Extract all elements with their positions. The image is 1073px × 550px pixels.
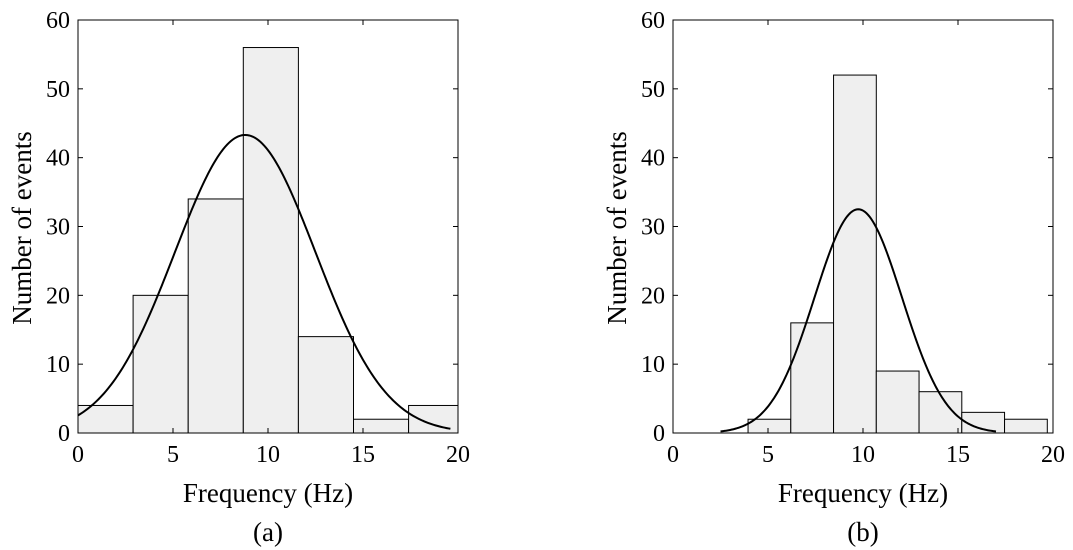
histogram-a-plot: 0 5 10 15 20 0 10 20 30 40 50 60 (46, 8, 470, 468)
y-tick-label: 50 (46, 77, 70, 103)
panel-caption: (b) (847, 517, 878, 547)
x-tick-label: 5 (762, 442, 774, 468)
x-axis-label: Frequency (Hz) (778, 478, 948, 508)
histogram-bar (297, 336, 354, 434)
fit-curve (720, 208, 997, 433)
histogram-bar (790, 322, 835, 434)
histogram-bar (833, 74, 877, 434)
histogram-b-svg: 0 5 10 15 20 0 10 20 30 40 50 60 Frequency (Hz) Num… (602, 8, 1065, 547)
histogram-b-plot: 0 5 10 15 20 0 10 20 30 40 50 60 (641, 8, 1065, 468)
x-tick-label: 20 (1041, 442, 1065, 468)
y-tick-label: 40 (46, 146, 70, 172)
y-tick-label: 30 (46, 215, 70, 241)
y-tick-label: 10 (641, 352, 665, 378)
histogram-bar (187, 198, 244, 434)
histogram-a-svg: 0 5 10 15 20 0 10 20 30 40 50 60 Frequency (Hz) Num… (7, 8, 470, 547)
y-tick-label: 40 (641, 146, 665, 172)
x-tick-label: 10 (256, 442, 280, 468)
histogram-bar (875, 370, 920, 434)
y-tick-label: 50 (641, 77, 665, 103)
histogram-bar (918, 391, 963, 434)
y-tick-label: 30 (641, 215, 665, 241)
x-tick-label: 5 (167, 442, 179, 468)
y-axis-label: Number of events (602, 131, 632, 324)
histogram-bar (242, 47, 299, 434)
fit-curve (77, 133, 451, 430)
y-axis-label: Number of events (7, 131, 37, 324)
y-tick-label: 20 (641, 283, 665, 309)
x-tick-label: 15 (351, 442, 375, 468)
histogram-bar (353, 418, 410, 434)
y-tick-label: 20 (46, 283, 70, 309)
x-tick-label: 10 (851, 442, 875, 468)
histogram-bar (1004, 418, 1048, 434)
panel-caption: (a) (253, 517, 283, 547)
y-tick-label: 60 (641, 8, 665, 34)
x-tick-label: 15 (946, 442, 970, 468)
histogram-bar (408, 404, 459, 434)
histogram-panel-b: 0 5 10 15 20 0 10 20 30 40 50 60 Frequency (Hz) Num… (595, 0, 1073, 550)
y-tick-label: 10 (46, 352, 70, 378)
y-tick-label: 60 (46, 8, 70, 34)
y-tick-label: 0 (653, 421, 665, 447)
x-axis-label: Frequency (Hz) (183, 478, 353, 508)
x-tick-label: 0 (72, 442, 84, 468)
histogram-bar (132, 294, 189, 434)
x-tick-label: 20 (446, 442, 470, 468)
histogram-bar (747, 418, 792, 434)
y-tick-label: 0 (58, 421, 70, 447)
histogram-panel-a: 0 5 10 15 20 0 10 20 30 40 50 60 Frequency (Hz) Num… (0, 0, 478, 550)
x-tick-label: 0 (667, 442, 679, 468)
